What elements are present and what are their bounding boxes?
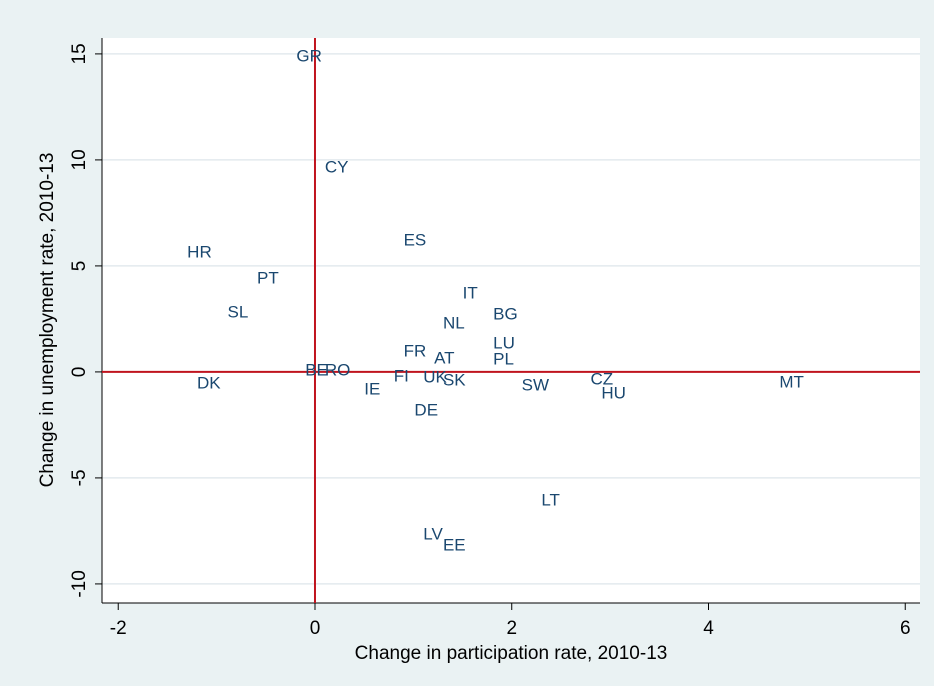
y-tick-label: -5 <box>69 469 90 486</box>
point-label: LV <box>423 524 443 543</box>
y-axis-title: Change in unemployment rate, 2010-13 <box>37 153 58 488</box>
y-tick-label: 15 <box>69 43 90 64</box>
point-label: BE <box>305 360 328 379</box>
point-label: FI <box>394 366 409 385</box>
point-label: RO <box>325 360 351 379</box>
point-label: CZ <box>591 369 614 388</box>
point-label: IE <box>364 379 380 398</box>
point-label: LT <box>541 490 560 509</box>
point-label: SK <box>443 370 466 389</box>
y-tick-label: 0 <box>69 367 90 378</box>
x-tick-label: 4 <box>703 618 714 639</box>
x-tick-label: -2 <box>110 618 127 639</box>
y-tick-label: 5 <box>69 261 90 272</box>
point-label: NL <box>443 313 465 332</box>
x-tick-label: 2 <box>506 618 517 639</box>
point-label: LU <box>493 333 515 352</box>
point-label: DK <box>197 373 221 392</box>
point-label: ES <box>404 230 427 249</box>
point-label: SL <box>228 302 249 321</box>
point-label: DE <box>414 400 438 419</box>
point-label: PT <box>257 268 279 287</box>
point-label: GR <box>296 46 322 65</box>
point-label: BG <box>493 304 518 323</box>
point-label: AT <box>434 348 454 367</box>
point-label: EE <box>443 535 466 554</box>
point-label: PL <box>493 349 514 368</box>
x-axis-title: Change in participation rate, 2010-13 <box>355 643 668 664</box>
point-label: CY <box>325 157 349 176</box>
point-label: IT <box>463 283 478 302</box>
point-label: HR <box>187 242 212 261</box>
x-tick-label: 6 <box>900 618 911 639</box>
point-label: SW <box>522 375 549 394</box>
point-label: MT <box>779 372 804 391</box>
y-tick-label: 10 <box>69 149 90 170</box>
x-tick-label: 0 <box>310 618 321 639</box>
point-label: UK <box>423 367 447 386</box>
y-tick-label: -10 <box>69 570 90 597</box>
plot-area <box>102 38 920 603</box>
point-label: HU <box>601 383 626 402</box>
point-label: FR <box>404 341 427 360</box>
